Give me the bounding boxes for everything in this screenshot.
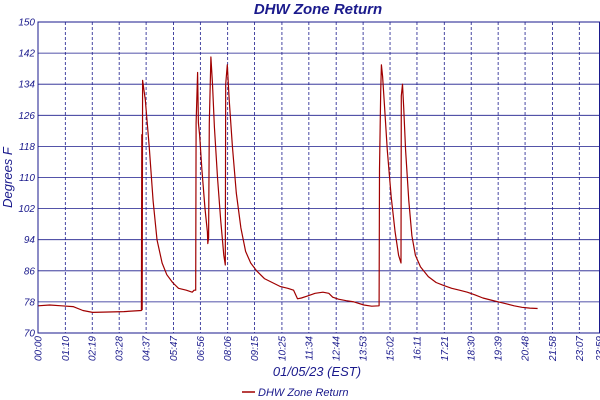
y-axis-label: Degrees F (0, 146, 15, 208)
grid (38, 21, 600, 334)
x-axis: 00:00 01:10 02:19 03:28 04:37 05:47 06:56 08:06… (34, 336, 600, 362)
x-tick-label: 23:07 (575, 336, 586, 362)
x-tick-label: 06:56 (196, 336, 207, 361)
x-tick-label: 04:37 (142, 336, 153, 361)
x-tick-label: 01:10 (61, 336, 72, 361)
x-axis-label: 01/05/23 (EST) (273, 364, 361, 379)
x-tick-label: 12:44 (332, 336, 343, 361)
x-tick-label: 09:15 (250, 336, 261, 361)
legend: DHW Zone Return (242, 387, 348, 399)
x-tick-label: 21:58 (548, 336, 559, 362)
y-tick-label: 150 (18, 18, 35, 29)
y-tick-label: 118 (19, 142, 35, 153)
x-tick-label: 18:30 (467, 336, 478, 361)
x-tick-label: 02:19 (88, 336, 99, 361)
y-tick-label: 78 (24, 297, 36, 308)
x-tick-label: 03:28 (115, 336, 126, 361)
y-tick-label: 134 (18, 80, 35, 91)
x-tick-label: 11:34 (304, 336, 315, 361)
x-tick-label: 16:11 (412, 336, 423, 360)
y-tick-label: 142 (18, 49, 35, 60)
series-line (37, 56, 538, 313)
y-tick-label: 102 (18, 204, 35, 215)
y-tick-label: 110 (19, 173, 35, 184)
y-tick-label: 126 (18, 111, 35, 122)
x-tick-label: 15:02 (386, 336, 397, 361)
x-tick-label: 20:48 (521, 336, 532, 362)
x-tick-label: 10:25 (277, 336, 288, 361)
x-tick-label: 13:53 (359, 336, 370, 361)
x-tick-label: 23:59 (595, 336, 600, 362)
y-tick-label: 94 (24, 235, 36, 246)
y-axis: 70 78 86 94 102 110 118 126 134 142 150 (18, 18, 35, 340)
x-tick-label: 05:47 (169, 336, 180, 361)
x-tick-label: 17:21 (440, 336, 451, 361)
legend-label: DHW Zone Return (258, 387, 348, 399)
chart-title: DHW Zone Return (254, 1, 382, 18)
series-area (37, 56, 538, 313)
x-tick-label: 00:00 (34, 336, 45, 361)
y-tick-label: 86 (24, 266, 36, 277)
x-tick-label: 08:06 (223, 336, 234, 361)
y-tick-label: 70 (24, 329, 36, 340)
x-tick-label: 19:39 (494, 336, 505, 361)
